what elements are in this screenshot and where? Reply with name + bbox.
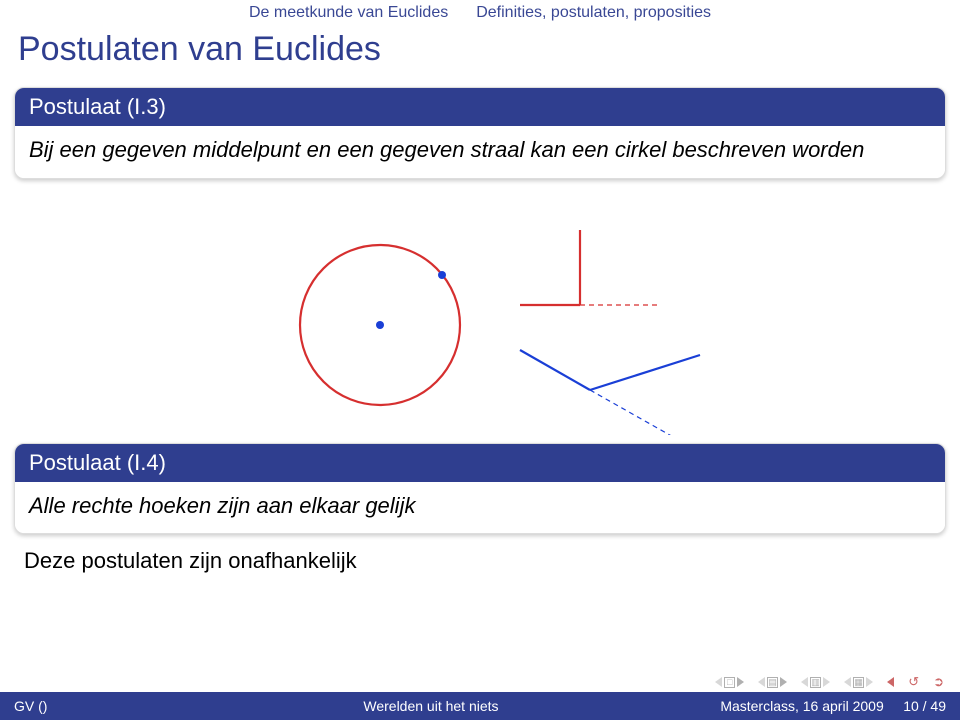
block-body: Alle rechte hoeken zijn aan elkaar gelij… [15, 482, 945, 534]
footer-author: GV () [0, 698, 259, 714]
breadcrumb-subsection: Definities, postulaten, proposities [476, 4, 711, 22]
nav-subsection-icon[interactable]: ▤ [758, 677, 787, 688]
slide: De meetkunde van Euclides Definities, po… [0, 0, 960, 720]
block-head: Postulaat (I.4) [15, 444, 945, 482]
footer-right: Masterclass, 16 april 2009 10 / 49 [603, 698, 960, 714]
independence-note: Deze postulaten zijn onafhankelijk [0, 544, 960, 580]
nav-doc-icon[interactable]: ▦ [844, 677, 873, 688]
page-title: Postulaten van Euclides [0, 26, 960, 81]
footer-page: 10 / 49 [903, 698, 946, 714]
block-body: Bij een gegeven middelpunt en een gegeve… [15, 126, 945, 178]
nav-section-icon[interactable]: ▥ [801, 677, 830, 688]
beamer-nav-icons: □ ▤ ▥ ▦ ↺ ➲ [715, 674, 944, 690]
nav-back-icon[interactable] [887, 677, 894, 687]
nav-search-icon[interactable]: ↺ [908, 674, 919, 690]
postulate-block-i4: Postulaat (I.4) Alle rechte hoeken zijn … [14, 443, 946, 535]
postulate-block-i3: Postulaat (I.3) Bij een gegeven middelpu… [14, 87, 946, 179]
breadcrumb: De meetkunde van Euclides Definities, po… [0, 0, 960, 26]
breadcrumb-section: De meetkunde van Euclides [249, 4, 448, 22]
nav-frame-icon[interactable]: □ [715, 677, 744, 688]
footer-title: Werelden uit het niets [259, 698, 602, 714]
diagram-svg [220, 195, 740, 435]
footer-event: Masterclass, 16 april 2009 [720, 698, 883, 714]
nav-goto-icon[interactable]: ➲ [933, 674, 944, 690]
block-head: Postulaat (I.3) [15, 88, 945, 126]
footer: GV () Werelden uit het niets Masterclass… [0, 692, 960, 720]
figure-circle-angles [0, 189, 960, 437]
